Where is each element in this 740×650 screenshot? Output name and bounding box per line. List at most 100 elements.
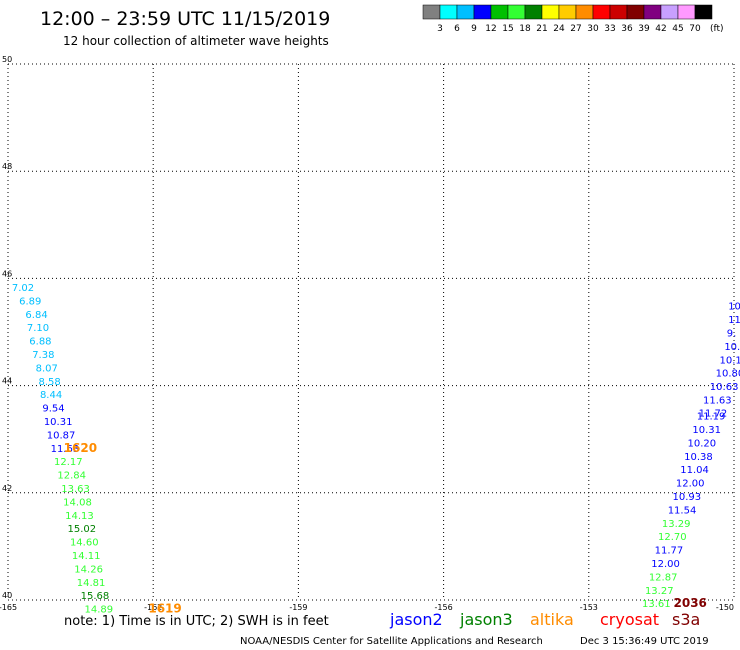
swh-value-label: 13.63 (61, 484, 90, 495)
chart-subtitle: 12 hour collection of altimeter wave hei… (63, 34, 329, 48)
colorbar-unit: (ft) (710, 24, 724, 34)
swh-value-label: 14.13 (65, 511, 94, 522)
data-points: 7.02 6.89 6.84 7.10 6.88 7.38 8.07 8.58 8.44 9.54… (12, 283, 740, 616)
swh-value-label: 6.84 (25, 310, 47, 321)
satellite-name-s3a: s3a (672, 610, 700, 629)
swh-value-label: 10.63 (710, 382, 739, 393)
swh-value-label: 11.19 (697, 412, 726, 423)
swh-value-label: 12.84 (57, 471, 86, 482)
colorbar-label: 6 (454, 24, 460, 34)
satellite-legend: jason2 jason3 altika cryosat s3a (389, 610, 700, 629)
colorbar-swatch (524, 4, 543, 20)
colorbar-swatch (456, 4, 475, 20)
colorbar-swatch (541, 4, 560, 20)
satellite-name-cryosat: cryosat (600, 610, 659, 629)
colorbar-swatch (694, 4, 713, 20)
swh-value-label: 8.07 (36, 363, 58, 374)
swh-value-label: 14.08 (63, 497, 92, 508)
x-tick-label: -153 (580, 603, 598, 612)
x-tick-label: -156 (435, 603, 453, 612)
x-tick-label: -165 (0, 603, 17, 612)
colorbar-swatch (439, 4, 458, 20)
note-text: note: 1) Time is in UTC; 2) SWH is in fe… (64, 614, 329, 629)
swh-value-label: 10.80 (716, 369, 740, 380)
swh-value-label: 11.04 (680, 465, 709, 476)
pass-time-label: 2036 (674, 596, 707, 610)
swh-value-label: 14.11 (72, 551, 101, 562)
swh-value-label: 11.63 (703, 396, 732, 407)
y-tick-label: 42 (2, 484, 12, 493)
swh-value-label: 14.89 (84, 605, 113, 616)
colorbar-swatch (609, 4, 628, 20)
colorbar-label: 30 (587, 24, 599, 34)
swh-value-label: 10.9 (724, 342, 740, 353)
colorbar-swatch (575, 4, 594, 20)
swh-value-label: 15.68 (81, 591, 110, 602)
swh-value-label: 11.54 (668, 505, 697, 516)
chart-title: 12:00 – 23:59 UTC 11/15/2019 (40, 8, 330, 30)
swh-value-label: 14.26 (74, 564, 103, 575)
colorbar-legend: 3 6 9 12 15 18 21 24 27 30 33 36 39 42 45 70 (ft) (422, 4, 724, 34)
colorbar-swatch (422, 4, 441, 20)
colorbar-swatch (473, 4, 492, 20)
swh-value-label: 12.00 (651, 559, 680, 570)
colorbar-swatch (643, 4, 662, 20)
swh-value-label: 8.44 (40, 390, 62, 401)
y-tick-label: 48 (2, 162, 12, 171)
colorbar-label: 12 (485, 24, 496, 34)
grid (7, 63, 735, 601)
swh-value-label: 13.61 (642, 599, 671, 610)
credit-text: NOAA/NESDIS Center for Satellite Applica… (240, 636, 543, 647)
swh-value-label: 12.87 (649, 572, 678, 583)
colorbar-label: 3 (437, 24, 443, 34)
colorbar-swatch (626, 4, 645, 20)
satellite-name-altika: altika (530, 610, 574, 629)
colorbar-swatch (507, 4, 526, 20)
colorbar-swatch (677, 4, 696, 20)
colorbar-label: 9 (471, 24, 477, 34)
swh-value-label: 7.02 (12, 283, 34, 294)
y-tick-label: 40 (2, 591, 12, 600)
swh-value-label: 14.81 (77, 578, 106, 589)
swh-value-label: 15.02 (68, 524, 97, 535)
swh-value-label: 6.89 (19, 296, 41, 307)
swh-value-label: 11.77 (655, 546, 684, 557)
swh-value-label: 10.20 (688, 438, 717, 449)
x-tick-label: -150 (716, 603, 734, 612)
swh-value-label: 12.70 (658, 532, 687, 543)
pass-time-label: 1619 (148, 602, 181, 616)
swh-value-label: 10 (728, 302, 740, 313)
swh-value-label: 10.31 (692, 425, 721, 436)
swh-value-label: 10.87 (47, 430, 76, 441)
swh-value-label: 8.58 (38, 377, 60, 388)
swh-value-label: 10.38 (684, 452, 713, 463)
colorbar-swatch (558, 4, 577, 20)
swh-value-label: 13.27 (645, 586, 674, 597)
swh-value-label: 9.54 (42, 404, 64, 415)
axes: -165 -162 -159 -156 -153 -150 40 42 44 46 48 50 (0, 55, 734, 612)
swh-value-label: 13.29 (662, 519, 691, 530)
colorbar-label: 33 (604, 24, 615, 34)
y-tick-label: 46 (2, 269, 12, 278)
colorbar-label: 18 (519, 24, 531, 34)
colorbar-label: 70 (689, 24, 701, 34)
colorbar-swatch (490, 4, 509, 20)
colorbar-label: 42 (655, 24, 666, 34)
colorbar-swatch (660, 4, 679, 20)
swh-value-label: 11.63 (51, 444, 80, 455)
y-tick-label: 50 (2, 55, 12, 64)
swh-value-label: 12.00 (676, 479, 705, 490)
colorbar-label: 24 (553, 24, 565, 34)
colorbar-label: 27 (570, 24, 581, 34)
colorbar-label: 21 (536, 24, 547, 34)
timestamp-text: Dec 3 15:36:49 UTC 2019 (580, 636, 709, 647)
pass-time-label: 1620 (64, 441, 97, 455)
swh-value-label: 7.10 (27, 323, 49, 334)
swh-value-label: 6.88 (29, 337, 51, 348)
y-tick-label: 44 (2, 377, 12, 386)
colorbar-label: 45 (672, 24, 683, 34)
satellite-name-jason3: jason3 (459, 610, 513, 629)
swh-value-label: 11 (728, 315, 740, 326)
swh-value-label: 10.10 (719, 355, 740, 366)
